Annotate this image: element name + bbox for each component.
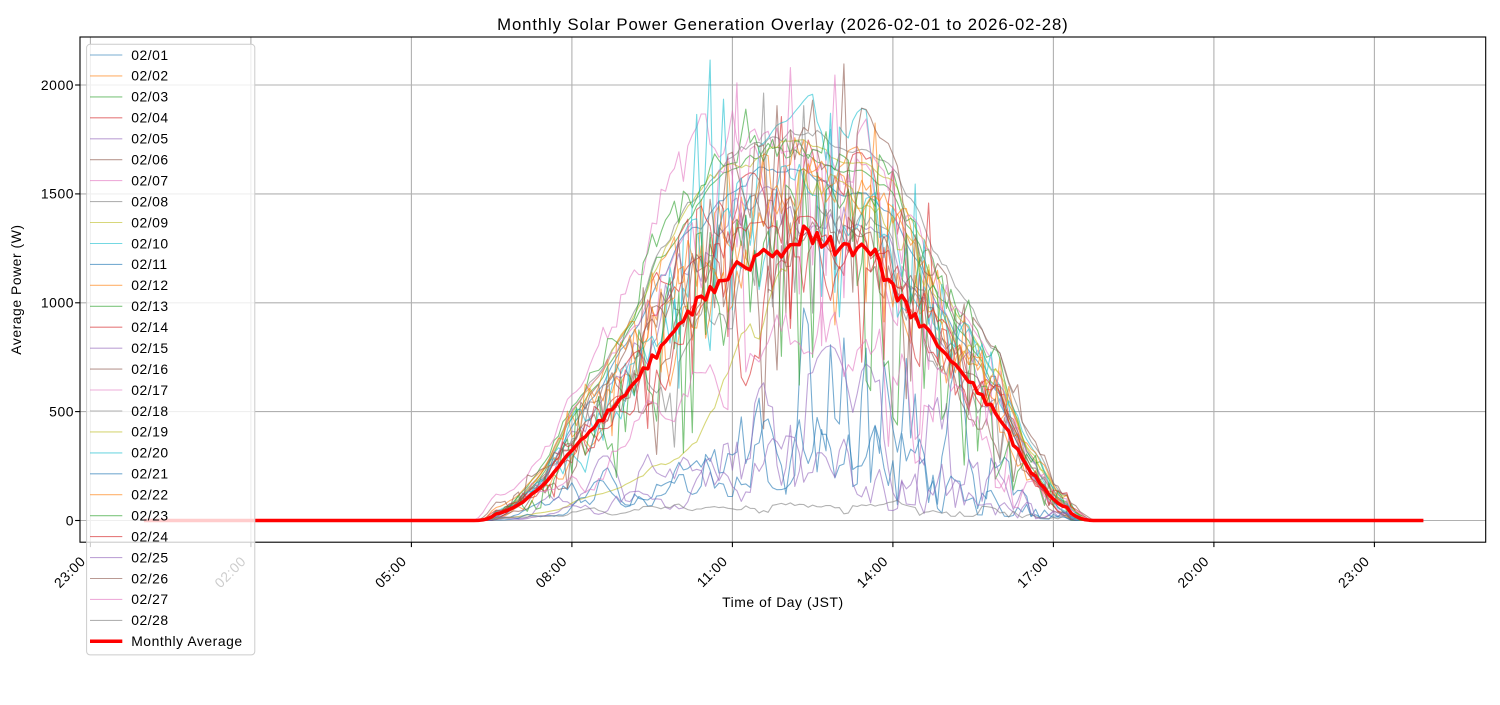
svg-text:Monthly Average: Monthly Average [131, 633, 242, 649]
svg-text:02/24: 02/24 [131, 528, 169, 544]
svg-text:02/11: 02/11 [131, 256, 167, 272]
svg-text:1500: 1500 [41, 186, 74, 202]
svg-text:2000: 2000 [41, 77, 74, 93]
svg-text:02/07: 02/07 [131, 172, 169, 188]
svg-text:Time of Day (JST): Time of Day (JST) [722, 594, 844, 610]
svg-text:02/09: 02/09 [131, 214, 169, 230]
svg-text:Average Power (W): Average Power (W) [8, 224, 24, 354]
svg-text:02/22: 02/22 [131, 487, 169, 503]
svg-text:02/02: 02/02 [131, 68, 169, 84]
svg-text:02/20: 02/20 [131, 445, 169, 461]
svg-text:Monthly Solar Power Generation: Monthly Solar Power Generation Overlay (… [497, 15, 1068, 34]
svg-text:02/13: 02/13 [131, 298, 169, 314]
svg-text:02/05: 02/05 [131, 131, 169, 147]
svg-text:500: 500 [49, 403, 74, 419]
svg-text:02/01: 02/01 [131, 47, 169, 63]
svg-text:02/23: 02/23 [131, 508, 169, 524]
svg-text:02/28: 02/28 [131, 612, 169, 628]
svg-text:02/12: 02/12 [131, 277, 169, 293]
svg-text:02/03: 02/03 [131, 89, 169, 105]
svg-text:02/14: 02/14 [131, 319, 169, 335]
svg-text:02/04: 02/04 [131, 110, 169, 126]
svg-text:02/19: 02/19 [131, 424, 169, 440]
svg-text:02/26: 02/26 [131, 570, 169, 586]
svg-text:02/18: 02/18 [131, 403, 169, 419]
svg-text:02/21: 02/21 [131, 466, 169, 482]
svg-text:02/25: 02/25 [131, 549, 169, 565]
svg-text:02/06: 02/06 [131, 152, 169, 168]
svg-text:02/10: 02/10 [131, 235, 169, 251]
svg-text:0: 0 [66, 512, 74, 528]
svg-text:1000: 1000 [41, 295, 74, 311]
svg-text:02/08: 02/08 [131, 193, 169, 209]
svg-text:02/16: 02/16 [131, 361, 169, 377]
svg-text:02/27: 02/27 [131, 591, 169, 607]
svg-text:02/17: 02/17 [131, 382, 169, 398]
svg-text:02/15: 02/15 [131, 340, 169, 356]
